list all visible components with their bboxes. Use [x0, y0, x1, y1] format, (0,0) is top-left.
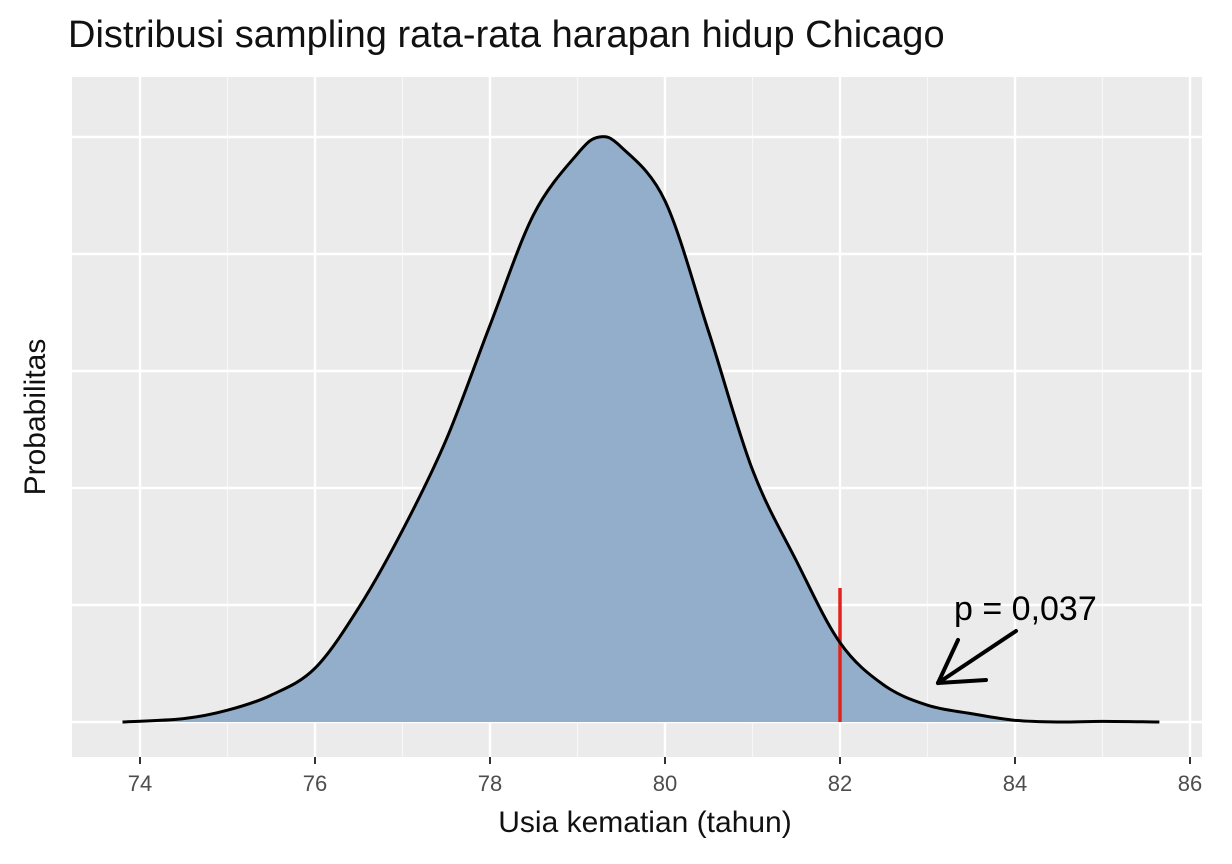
x-axis: 74 76 78 80 82 84 86 [128, 757, 1202, 796]
plot-panel [72, 77, 1202, 757]
x-tick-label: 76 [303, 771, 327, 796]
chart-title: Distribusi sampling rata-rata harapan hi… [68, 14, 945, 56]
p-value-annotation: p = 0,037 [936, 590, 1097, 685]
density-area [122, 136, 1160, 723]
density-curve [122, 135, 1160, 724]
x-tick-label: 80 [653, 771, 677, 796]
x-axis-label: Usia kematian (tahun) [498, 806, 792, 839]
x-tick-label: 74 [128, 771, 152, 796]
arrow-icon [936, 629, 1018, 685]
annotation-label: p = 0,037 [954, 590, 1097, 628]
x-tick-label: 86 [1178, 771, 1202, 796]
x-tick-label: 84 [1003, 771, 1027, 796]
x-tick-label: 82 [828, 771, 852, 796]
x-tick-label: 78 [478, 771, 502, 796]
